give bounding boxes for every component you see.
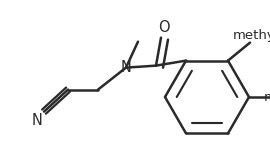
Text: methyl: methyl [264, 91, 270, 104]
Text: methyl: methyl [233, 29, 270, 42]
Text: N: N [121, 60, 131, 75]
Text: O: O [158, 20, 170, 35]
Text: N: N [32, 113, 42, 128]
